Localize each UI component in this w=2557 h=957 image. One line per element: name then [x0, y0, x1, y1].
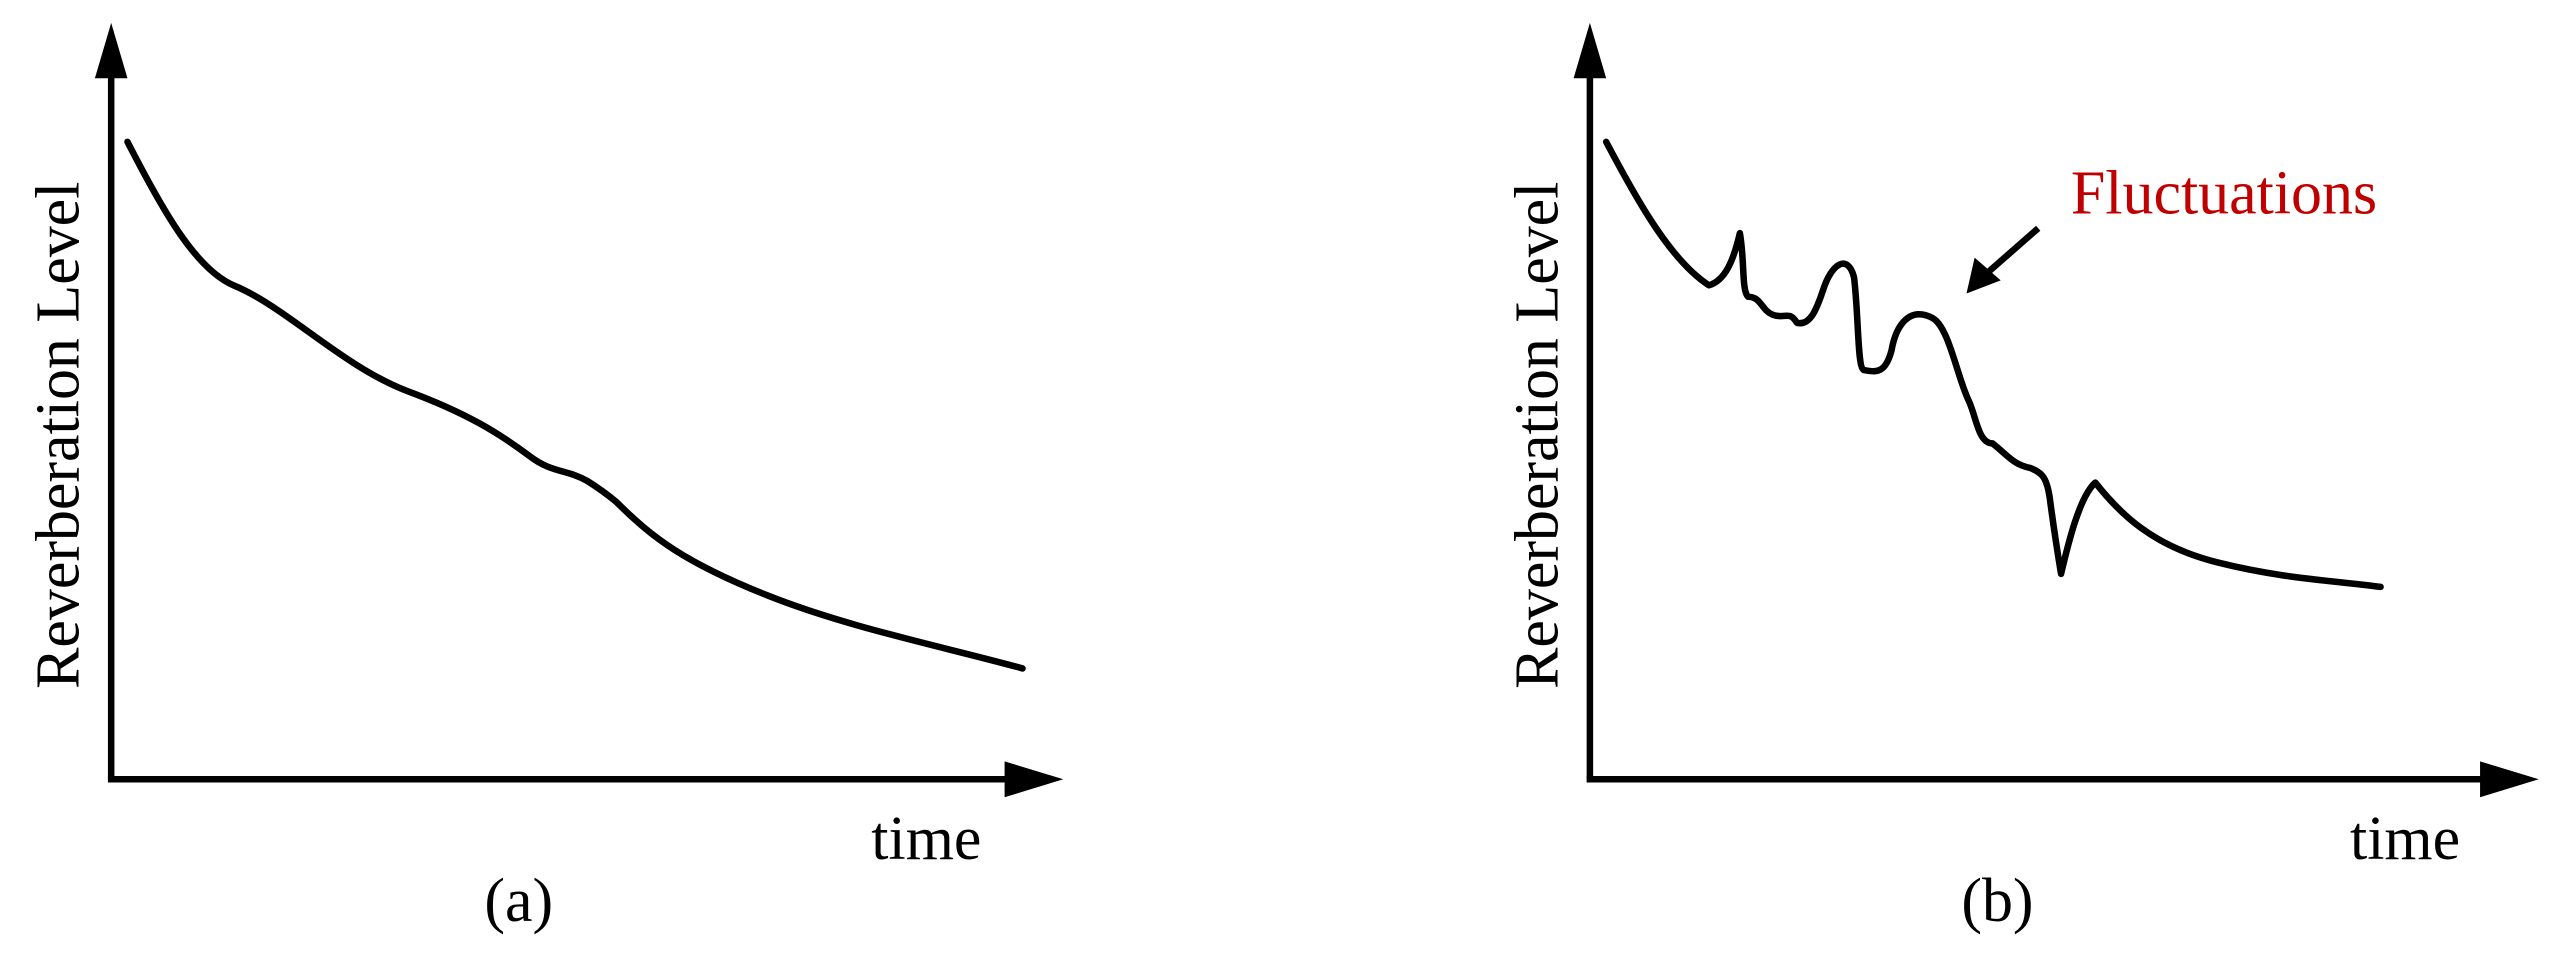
annotation: Fluctuations	[2071, 160, 2377, 228]
x-axis-label: time	[2350, 805, 2460, 873]
fluctuating-curve	[1602, 138, 2384, 591]
y-arrow	[1573, 22, 1607, 79]
x-arrow	[2480, 761, 2539, 798]
y-axis-label: Reverberation Level	[25, 182, 93, 689]
caption: (a)	[484, 867, 553, 935]
panel-b: Fluctuations Reverberation Level time (b…	[1503, 22, 2539, 935]
annotation-arrowhead	[1966, 257, 2001, 294]
y-arrow	[94, 22, 128, 79]
x-axis-label: time	[871, 805, 981, 873]
panel-a: Reverberation Level time (a)	[25, 22, 1064, 935]
annotation-arrow	[1983, 225, 2041, 277]
caption: (b)	[1961, 867, 2033, 935]
y-axis-label: Reverberation Level	[1503, 182, 1571, 689]
decay-curve	[124, 138, 1026, 672]
x-arrow	[1004, 761, 1064, 798]
